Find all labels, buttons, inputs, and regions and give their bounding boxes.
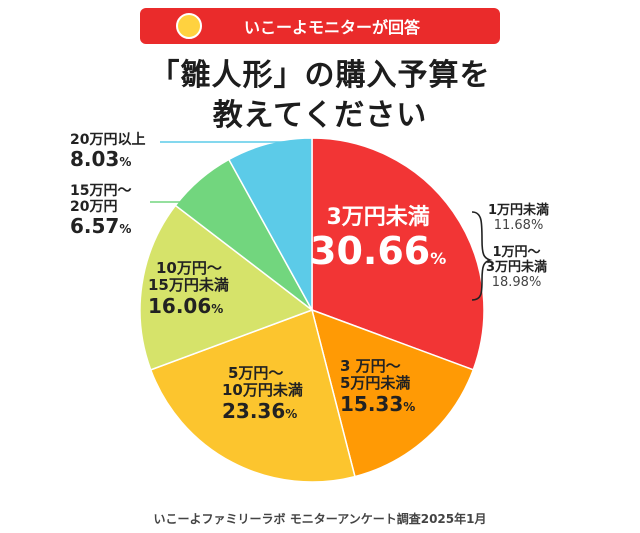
pie-slice-under-3man	[311, 137, 485, 371]
banner-text: いこーよモニターが回答	[243, 18, 420, 37]
slice-value-over-20man: 8.03	[70, 147, 120, 172]
slice-name-over-20man: 20万円以上	[70, 132, 146, 148]
breakdown-under-1man-label: 1万円未満	[488, 203, 550, 218]
footer-source: いこーよファミリーラボ モニターアンケート調査2025年1月	[153, 512, 487, 526]
slice-value-3-5man: 15.33	[340, 391, 404, 416]
breakdown-1-3man: 1万円～ 3万円未満 18.98%	[486, 245, 548, 291]
breakdown-1-3man-value: 18.98%	[491, 274, 542, 290]
slice-value-10-15man: 16.06	[148, 293, 212, 318]
slice-name-5-10man-line-1: 5万円～	[228, 364, 284, 382]
slice-percent-under-3man: %	[430, 249, 447, 269]
slice-value-15-20man: 6.57	[70, 214, 120, 239]
slice-label-15-20man: 15万円～ 20万円 6.57%	[70, 183, 131, 238]
slice-percent-15-20man: %	[119, 222, 132, 237]
slice-percent-3-5man: %	[403, 399, 416, 414]
slice-value-under-3man: 30.66	[310, 229, 431, 274]
chart-title-line-2: 教えてください	[212, 98, 428, 133]
slice-name-3-5man-line-1: 3 万円～	[340, 357, 401, 375]
breakdown-brace	[471, 211, 493, 301]
slice-label-5-10man: 5万円～ 10万円未満 23.36%	[222, 364, 303, 423]
header-banner: いこーよモニターが回答	[140, 8, 500, 44]
smiley-face-icon	[176, 13, 202, 39]
slice-name-15-20man-line-2: 20万円	[70, 199, 118, 216]
slice-value-5-10man: 23.36	[222, 398, 286, 423]
breakdown-1-3man-label-line-1: 1万円～	[492, 245, 541, 260]
slice-label-under-3man: 3万円未満 30.66%	[310, 205, 446, 274]
slice-label-3-5man: 3 万円～ 5万円未満 15.33%	[340, 357, 416, 416]
slice-label-over-20man: 20万円以上 8.03%	[70, 132, 145, 171]
pie-slice-over-20man	[227, 137, 313, 311]
pie-slice-10-15man	[139, 204, 314, 371]
slice-name-5-10man-line-2: 10万円未満	[222, 381, 303, 400]
slice-name-10-15man-line-2: 15万円未満	[148, 276, 229, 295]
slice-label-10-15man: 10万円～ 15万円未満 16.06%	[148, 259, 229, 318]
pie-slice-3-5man	[310, 308, 475, 478]
breakdown-under-1man: 1万円未満 11.68%	[488, 203, 550, 234]
pie-slice-5-10man	[149, 309, 356, 483]
slice-name-3-5man-line-2: 5万円未満	[340, 374, 411, 393]
breakdown-1-3man-label-line-2: 3万円未満	[486, 259, 548, 275]
slice-name-under-3man: 3万円未満	[326, 205, 430, 230]
slice-percent-5-10man: %	[285, 406, 298, 421]
chart-title-line-1: 「雛人形」の購入予算を	[149, 58, 491, 93]
slice-name-10-15man-line-1: 10万円～	[156, 259, 222, 277]
breakdown-under-1man-value: 11.68%	[493, 217, 544, 233]
slice-name-15-20man-line-1: 15万円～	[70, 183, 132, 199]
slice-percent-over-20man: %	[119, 155, 132, 170]
slice-percent-10-15man: %	[211, 301, 224, 316]
